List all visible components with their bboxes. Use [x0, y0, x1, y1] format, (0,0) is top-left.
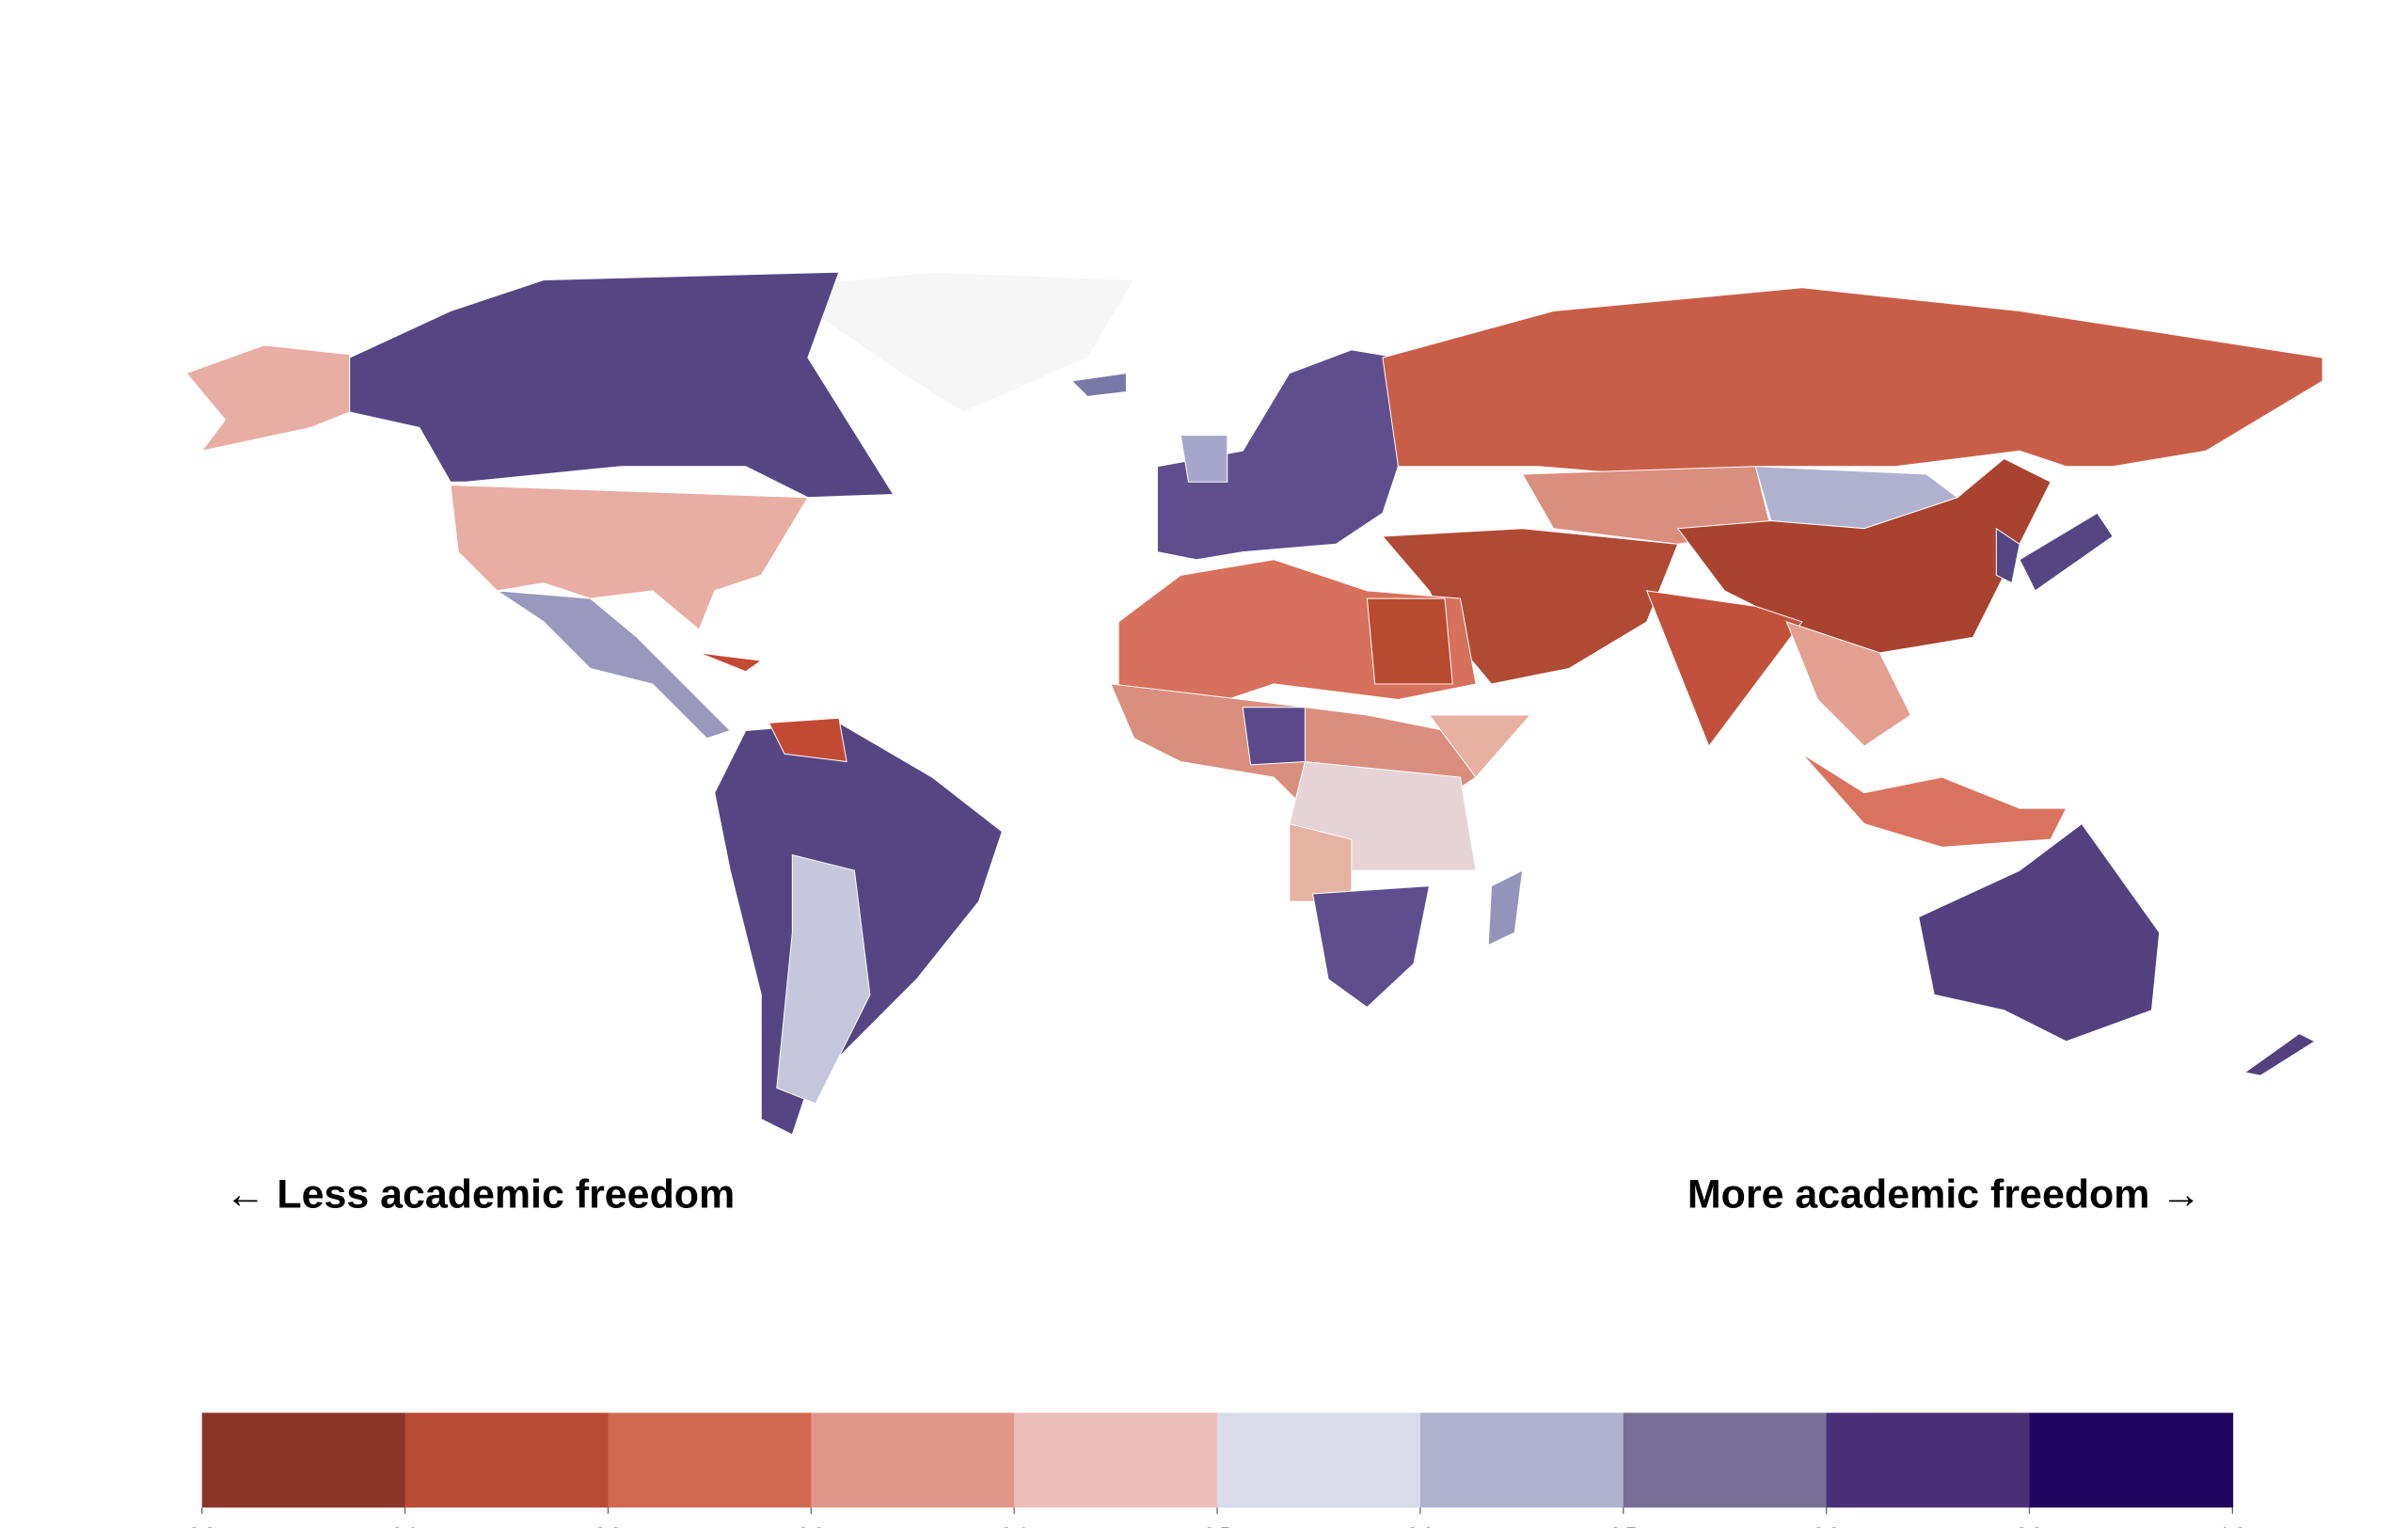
- korea: [1995, 527, 2020, 584]
- horn-of-africa: [1428, 714, 1531, 778]
- colorbar-bin: [1217, 1412, 1421, 1508]
- southern-africa: [1312, 885, 1431, 1009]
- southeast-asia: [1785, 621, 1912, 747]
- colorbar: 0.0 0.1 0.2 0.3 0.4 0.5 0.6 0.7 0.8 0.9 1.0: [189, 1412, 2246, 1528]
- colorbar-bin: [2029, 1412, 2234, 1508]
- indonesia: [1801, 753, 2067, 848]
- nigeria: [1242, 707, 1306, 766]
- colorbar-tick-label: 0.0: [189, 1524, 215, 1528]
- cuba: [699, 652, 763, 673]
- colorbar-bin: [608, 1412, 813, 1508]
- australia: [1918, 822, 2161, 1043]
- europe: [1156, 349, 1399, 561]
- madagascar: [1487, 869, 1524, 947]
- iceland: [1070, 373, 1127, 397]
- colorbar-tick-label: 1.0: [2220, 1524, 2246, 1528]
- colorbar-bin: [1826, 1412, 2031, 1508]
- colorbar-tick-label: 0.5: [1204, 1524, 1230, 1528]
- colorbar-bin: [1623, 1412, 1828, 1508]
- colorbar-bin: [404, 1412, 610, 1508]
- colorbar-tick-label: 0.8: [1814, 1524, 1840, 1528]
- new-zealand: [2243, 1032, 2316, 1076]
- colorbar-tick-label: 0.1: [392, 1524, 419, 1528]
- colorbar-tick-label: 0.3: [799, 1524, 825, 1528]
- land-masses: [185, 271, 2323, 1136]
- central-america: [497, 590, 732, 740]
- colorbar-tick-label: 0.7: [1610, 1524, 1637, 1528]
- colorbar-tick-label: 0.9: [2017, 1524, 2043, 1528]
- canada: [349, 271, 895, 499]
- colorbar-bin: [1014, 1412, 1218, 1508]
- alaska: [185, 344, 351, 452]
- greenland: [775, 271, 1135, 413]
- colorbar-bin: [1419, 1412, 1624, 1508]
- usa: [450, 485, 809, 630]
- colorbar-tick-label: 0.4: [1001, 1524, 1027, 1528]
- egypt: [1366, 597, 1453, 685]
- colorbar-tick-label: 0.6: [1407, 1524, 1434, 1528]
- russia: [1382, 287, 2323, 475]
- colorbar-tick-label: 0.2: [595, 1524, 622, 1528]
- annotation-left: ← Less academic freedom: [225, 1171, 735, 1217]
- argentina: [776, 853, 871, 1105]
- india: [1645, 590, 1803, 748]
- japan: [2019, 512, 2114, 592]
- annotation-right: More academic freedom →: [1687, 1171, 2201, 1217]
- colorbar-bin: [811, 1412, 1015, 1508]
- venezuela: [768, 717, 848, 763]
- uk: [1180, 435, 1228, 483]
- colorbar-bin: [201, 1412, 406, 1508]
